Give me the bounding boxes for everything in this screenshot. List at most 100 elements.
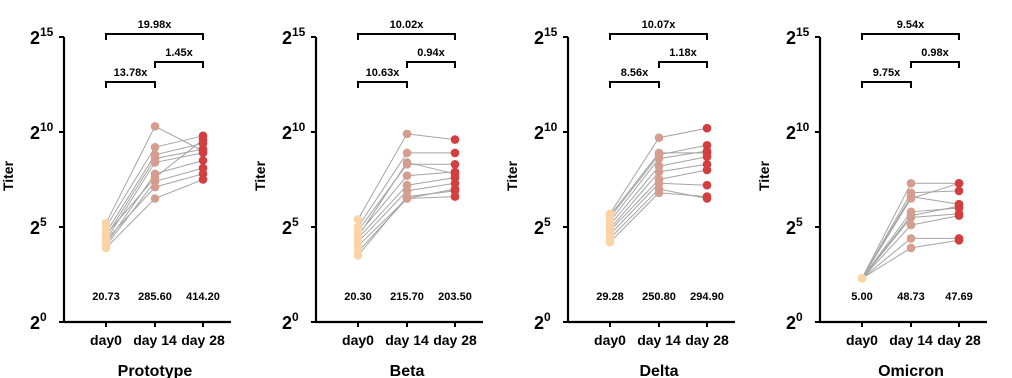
y-tick-exponent: 10 <box>292 120 306 134</box>
x-tick-label: day 28 <box>181 332 225 348</box>
y-tick-exponent: 0 <box>40 310 47 324</box>
data-point <box>605 237 615 247</box>
data-point <box>150 194 160 203</box>
y-tick-exponent: 5 <box>796 215 803 229</box>
y-tick-label: 2 <box>30 28 40 48</box>
data-point <box>954 201 964 211</box>
x-tick-label: day0 <box>594 332 626 348</box>
data-point <box>150 182 160 192</box>
data-point <box>702 148 712 158</box>
data-point <box>906 194 916 203</box>
gmt-value-label: 29.28 <box>596 291 624 303</box>
x-tick-label: day 14 <box>133 332 177 348</box>
data-point <box>450 148 460 158</box>
y-tick-label: 2 <box>786 218 796 238</box>
y-tick-exponent: 0 <box>796 310 803 324</box>
data-point <box>654 133 664 142</box>
fold-change-bracket <box>357 33 456 40</box>
fold-change-bracket <box>105 81 156 88</box>
y-tick-exponent: 10 <box>40 120 54 134</box>
fold-change-bracket <box>105 33 204 40</box>
data-point <box>150 142 160 152</box>
gmt-value-label: 250.80 <box>642 291 676 303</box>
gmt-value-label: 20.30 <box>344 291 372 303</box>
fold-change-label: 10.02x <box>390 19 425 31</box>
y-tick-exponent: 0 <box>292 310 299 324</box>
data-point <box>402 148 412 158</box>
data-point <box>906 179 916 188</box>
data-point <box>150 158 160 167</box>
fold-change-label: 1.18x <box>669 47 697 59</box>
data-point <box>402 171 412 180</box>
gmt-value-label: 5.00 <box>851 291 872 303</box>
fold-change-label: 9.54x <box>897 19 925 31</box>
fold-change-bracket <box>861 81 912 88</box>
data-point <box>954 211 964 220</box>
data-point <box>198 135 208 144</box>
gmt-value-label: 48.73 <box>897 291 925 303</box>
fold-change-bracket <box>406 61 456 68</box>
data-point <box>605 211 615 220</box>
gmt-value-label: 20.73 <box>92 291 120 303</box>
fold-change-label: 10.63x <box>366 67 401 79</box>
y-tick-label: 2 <box>282 123 292 143</box>
fold-change-label: 8.56x <box>621 67 649 79</box>
data-point <box>198 148 208 158</box>
x-tick-label: day0 <box>342 332 374 348</box>
subject-line <box>609 192 708 243</box>
fold-change-label: 13.78x <box>114 67 149 79</box>
panel-title: Beta <box>390 363 425 378</box>
data-point <box>954 236 964 245</box>
data-point <box>906 220 916 230</box>
y-tick-label: 2 <box>534 123 544 143</box>
data-point <box>857 274 867 283</box>
data-point <box>906 234 916 243</box>
x-tick-label: day 28 <box>685 332 729 348</box>
x-tick-label: day 14 <box>637 332 681 348</box>
fold-change-bracket <box>910 61 960 68</box>
data-point <box>353 251 363 260</box>
y-tick-exponent: 15 <box>40 25 54 39</box>
data-point <box>150 173 160 182</box>
data-point <box>402 192 412 201</box>
fold-change-bracket <box>154 61 204 68</box>
data-point <box>702 123 712 133</box>
fold-change-bracket <box>357 81 408 88</box>
x-tick-label: day 28 <box>433 332 477 348</box>
data-point <box>954 186 964 196</box>
fold-change-bracket <box>658 61 708 68</box>
y-tick-exponent: 0 <box>544 310 551 324</box>
y-tick-exponent: 10 <box>796 120 810 134</box>
y-tick-label: 2 <box>30 123 40 143</box>
data-point <box>654 167 664 177</box>
fold-change-label: 0.98x <box>921 47 949 59</box>
data-point <box>101 243 111 253</box>
data-point <box>150 122 160 131</box>
fold-change-label: 19.98x <box>138 19 173 31</box>
y-axis-label: Titer <box>504 160 520 191</box>
fold-change-bracket <box>609 33 708 40</box>
panel-title: Omicron <box>878 363 944 378</box>
panel-title: Prototype <box>118 363 193 378</box>
y-tick-exponent: 5 <box>292 215 299 229</box>
y-tick-label: 2 <box>30 313 40 333</box>
data-point <box>654 188 664 198</box>
x-tick-label: day 14 <box>385 332 429 348</box>
gmt-value-label: 414.20 <box>186 291 220 303</box>
data-point <box>654 148 664 158</box>
fold-change-bracket <box>609 81 660 88</box>
x-tick-label: day 28 <box>937 332 981 348</box>
y-tick-label: 2 <box>534 313 544 333</box>
y-tick-label: 2 <box>534 28 544 48</box>
data-point <box>906 211 916 220</box>
data-point <box>954 179 964 188</box>
y-tick-exponent: 5 <box>544 215 551 229</box>
data-point <box>353 232 363 241</box>
gmt-value-label: 215.70 <box>390 291 424 303</box>
y-tick-exponent: 10 <box>544 120 558 134</box>
x-tick-label: day0 <box>90 332 122 348</box>
